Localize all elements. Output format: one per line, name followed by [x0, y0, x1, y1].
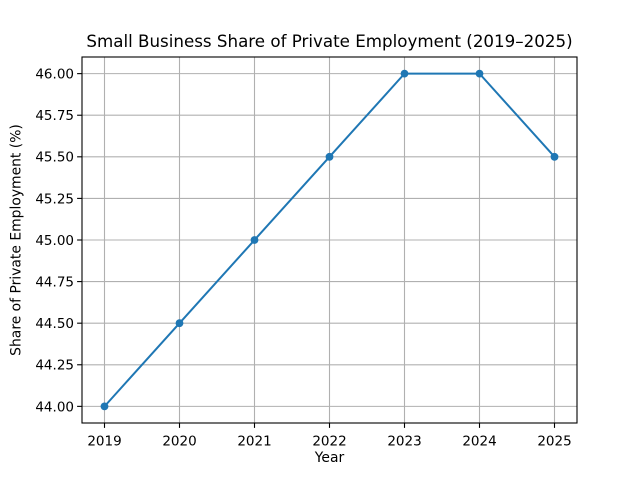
x-tick-label: 2022: [312, 434, 346, 450]
data-point-marker: [400, 69, 409, 78]
x-tick-label: 2020: [162, 434, 196, 450]
data-point-marker: [325, 152, 334, 161]
data-point-marker: [175, 319, 184, 328]
y-tick-label: 45.00: [35, 233, 74, 249]
y-axis-label: Share of Private Employment (%): [9, 124, 25, 356]
y-tick-label: 46.00: [35, 67, 74, 83]
y-tick-label: 44.75: [35, 274, 74, 290]
y-tick-label: 45.75: [35, 108, 74, 124]
data-point-marker: [550, 152, 559, 161]
axis-ticks: 2019 2020 2021 2022 2023 2024 2025 44.00 44.25 44…: [35, 67, 571, 450]
data-point-marker: [100, 402, 109, 411]
x-tick-label: 2019: [87, 434, 121, 450]
x-tick-label: 2021: [237, 434, 271, 450]
x-tick-label: 2023: [387, 434, 421, 450]
y-tick-label: 44.25: [35, 358, 74, 374]
x-tick-label: 2025: [537, 434, 571, 450]
y-tick-label: 44.00: [35, 399, 74, 415]
grid: [82, 57, 577, 423]
y-tick-label: 44.50: [35, 316, 74, 332]
data-point-marker: [475, 69, 484, 78]
data-series: [100, 69, 559, 411]
data-point-marker: [250, 236, 259, 244]
chart-title: Small Business Share of Private Employme…: [86, 31, 572, 51]
x-axis-label: Year: [314, 450, 345, 466]
x-tick-label: 2024: [462, 434, 496, 450]
y-tick-label: 45.25: [35, 191, 74, 207]
y-tick-label: 45.50: [35, 150, 74, 166]
